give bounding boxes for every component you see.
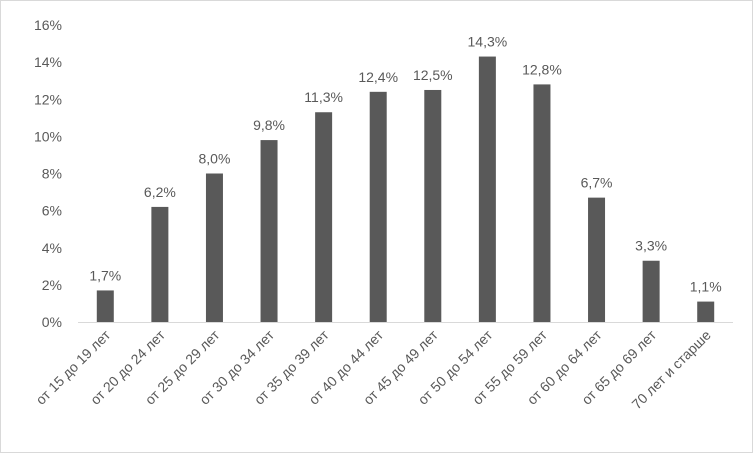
data-label: 9,8% <box>253 117 285 133</box>
y-tick-label: 10% <box>34 128 62 144</box>
data-label: 1,7% <box>89 267 121 283</box>
data-label: 1,1% <box>690 279 722 295</box>
y-tick-label: 14% <box>34 54 62 70</box>
data-label: 12,4% <box>358 69 398 85</box>
bar <box>588 197 606 322</box>
y-tick-label: 12% <box>34 91 62 107</box>
bar <box>151 206 169 322</box>
data-label: 8,0% <box>198 151 230 167</box>
bar <box>424 89 442 322</box>
data-label: 14,3% <box>468 34 508 50</box>
bar <box>260 140 278 322</box>
bar <box>533 84 551 323</box>
data-label: 12,5% <box>413 67 453 83</box>
bar <box>315 112 333 323</box>
y-tick-label: 2% <box>42 277 62 293</box>
bar <box>96 290 114 322</box>
data-label: 11,3% <box>304 89 343 105</box>
y-tick-label: 8% <box>42 166 62 182</box>
bar <box>369 91 387 322</box>
y-tick-label: 6% <box>42 203 62 219</box>
bar <box>478 56 496 323</box>
data-label: 6,7% <box>581 175 613 191</box>
bar <box>205 173 223 322</box>
data-label: 6,2% <box>144 184 176 200</box>
data-label: 3,3% <box>635 238 667 254</box>
bar <box>697 301 715 322</box>
y-tick-label: 0% <box>42 314 62 330</box>
y-tick-label: 16% <box>34 17 62 33</box>
data-label: 12,8% <box>522 61 562 77</box>
bar <box>642 260 660 322</box>
y-tick-label: 4% <box>42 240 62 256</box>
